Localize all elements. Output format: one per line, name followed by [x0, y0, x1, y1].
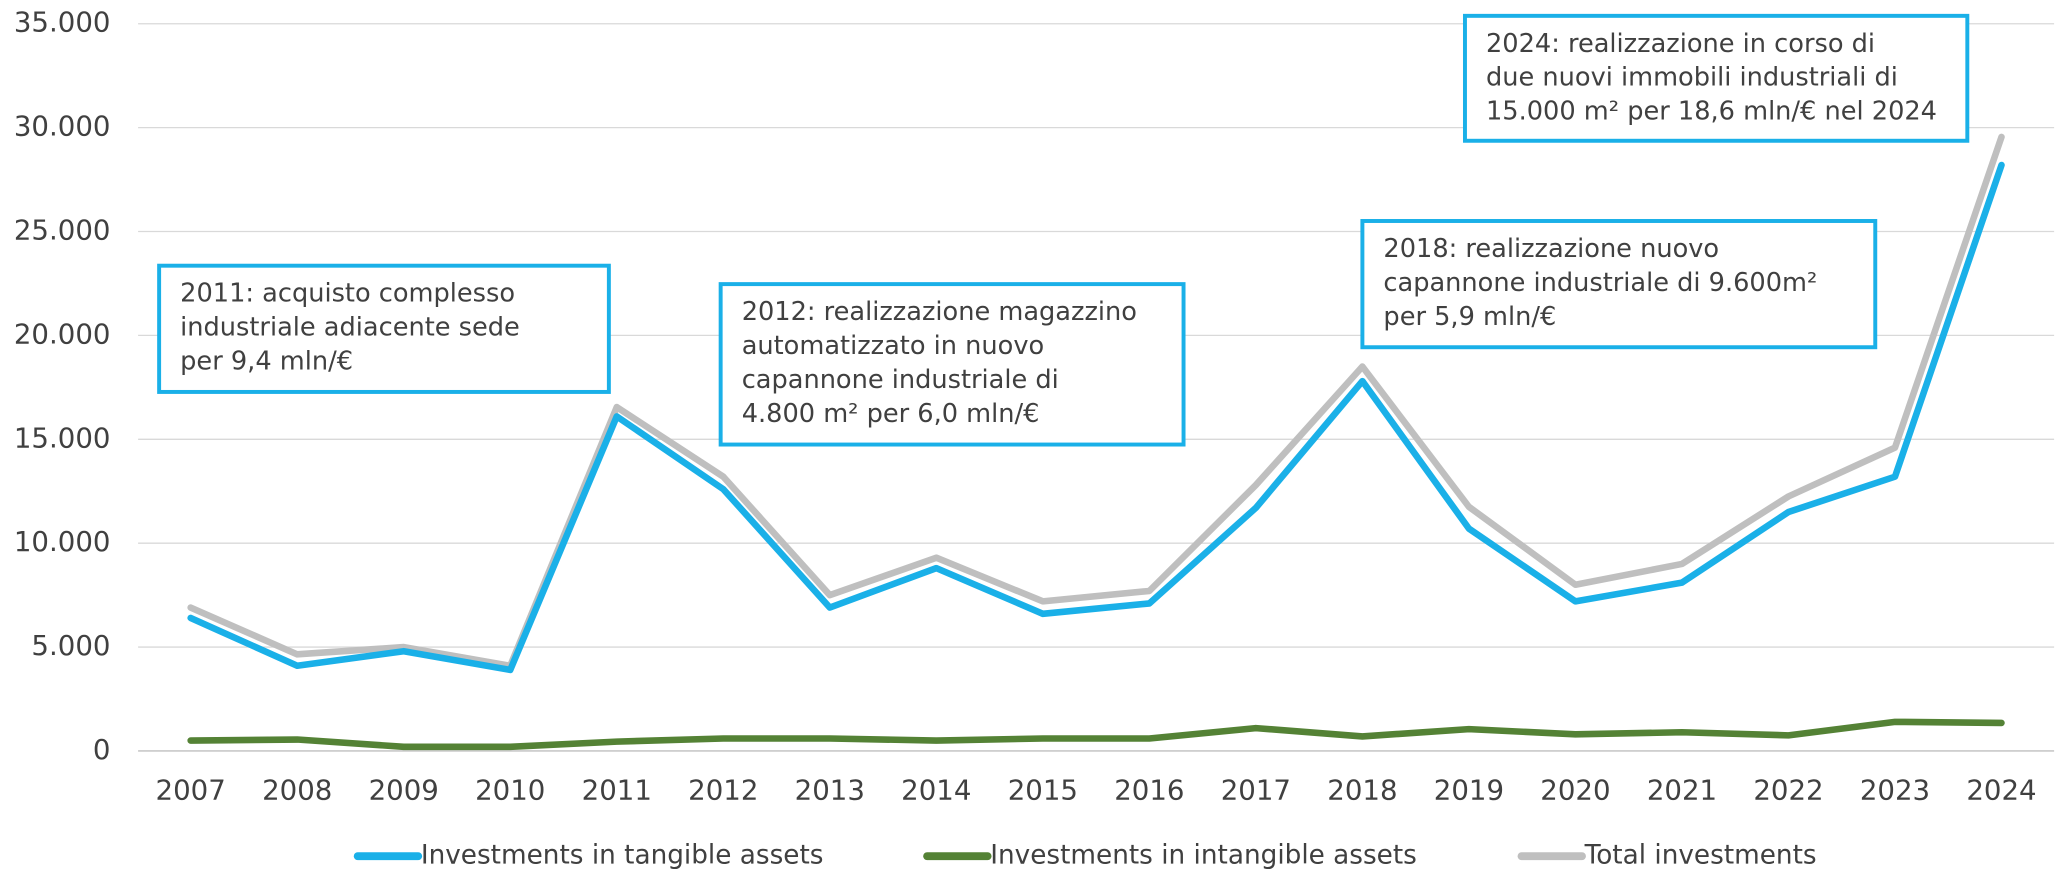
x-tick-label: 2024 [1966, 774, 2036, 807]
x-tick-label: 2008 [262, 774, 332, 807]
x-tick-label: 2023 [1860, 774, 1930, 807]
x-tick-label: 2013 [795, 774, 865, 807]
annotation-text: per 5,9 mln/€ [1383, 302, 1556, 332]
x-tick-label: 2007 [156, 774, 226, 807]
annotation-text: 4.800 m² per 6,0 mln/€ [742, 399, 1040, 429]
series-line [187, 718, 2005, 751]
x-tick-label: 2016 [1114, 774, 1184, 807]
x-tick-label: 2018 [1327, 774, 1397, 807]
annotation-text: industriale adiacente sede [180, 313, 520, 343]
annotation-text: 15.000 m² per 18,6 mln/€ nel 2024 [1486, 97, 1937, 127]
y-tick-label: 0 [93, 733, 111, 766]
annotation-box [718, 282, 1186, 447]
x-tick-label: 2020 [1540, 774, 1610, 807]
x-tick-label: 2019 [1434, 774, 1504, 807]
series-line [187, 161, 2005, 674]
y-tick-label: 15.000 [14, 421, 111, 454]
annotation-text: 2011: acquisto complesso [180, 279, 515, 309]
annotation-text: per 9,4 mln/€ [180, 346, 353, 376]
annotation-text: capannone industriale di 9.600m² [1383, 268, 1817, 298]
annotation-text: 2012: realizzazione magazzino [742, 297, 1137, 327]
annotation-text: 2018: realizzazione nuovo [1383, 234, 1719, 264]
legend-label: Investments in tangible assets [421, 841, 824, 871]
x-tick-label: 2021 [1647, 774, 1717, 807]
y-tick-label: 20.000 [14, 317, 111, 350]
y-tick-label: 30.000 [14, 110, 111, 143]
y-tick-label: 10.000 [14, 525, 111, 558]
x-tick-label: 2009 [369, 774, 439, 807]
annotation-text: due nuovi immobili industriali di [1486, 63, 1898, 93]
annotation-box [1462, 13, 1970, 143]
y-tick-label: 25.000 [14, 214, 111, 247]
y-tick-label: 35.000 [14, 6, 111, 39]
x-tick-label: 2010 [475, 774, 545, 807]
x-tick-label: 2017 [1221, 774, 1291, 807]
legend-label: Investments in intangible assets [990, 841, 1417, 871]
legend-label: Total investments [1584, 841, 1817, 871]
x-tick-label: 2011 [582, 774, 652, 807]
annotation-text: 2024: realizzazione in corso di [1486, 29, 1875, 59]
x-tick-label: 2012 [688, 774, 758, 807]
series-line [187, 133, 2005, 670]
annotation-box [1360, 219, 1878, 350]
y-tick-label: 5.000 [31, 629, 110, 662]
x-tick-label: 2015 [1008, 774, 1078, 807]
annotation-text: capannone industriale di [742, 365, 1059, 395]
annotation-text: automatizzato in nuovo [742, 331, 1044, 361]
annotation-box [157, 263, 611, 394]
x-tick-label: 2022 [1753, 774, 1823, 807]
x-tick-label: 2014 [901, 774, 971, 807]
